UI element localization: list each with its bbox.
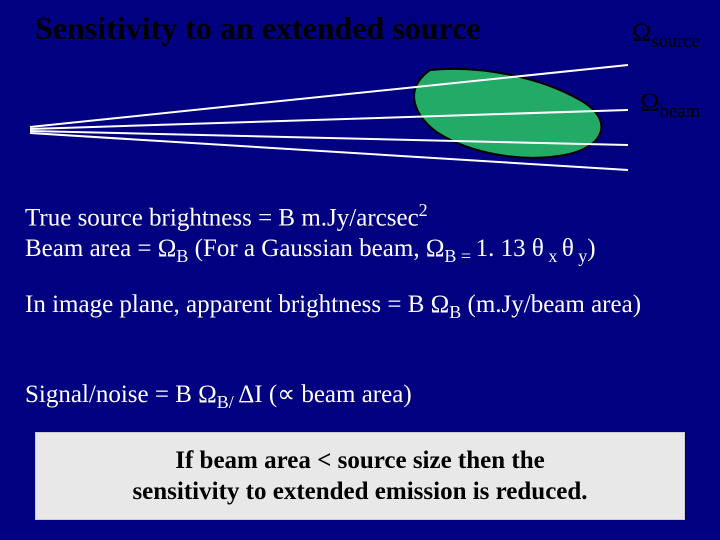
omega-source-label: Ωsource [632,18,700,53]
omega-glyph: Ω [640,88,659,117]
p1-l2a: Beam area = Ω [25,235,176,262]
p3-sub: B/ [217,392,239,412]
p1-l2e: ) [587,235,595,262]
omega-beam-sub: beam [659,101,700,122]
paragraph-2: In image plane, apparent brightness = B … [25,290,695,324]
omega-glyph: Ω [632,18,651,47]
p1-sub1: B [176,246,188,266]
slide-title: Sensitivity to an extended source [35,10,481,47]
p2-a: In image plane, apparent brightness = B … [25,291,449,318]
p3-a: Signal/noise = B Ω [25,381,217,408]
p1-l1a: True source brightness = B m.Jy/arcsec [25,204,419,231]
beam-diagram [20,55,630,175]
p1-sup: 2 [419,200,428,220]
omega-source-sub: source [651,31,700,52]
conclusion-text: If beam area < source size then the sens… [54,445,666,508]
p3-b: ΔI (∝ beam area) [238,381,411,408]
conclusion-line1: If beam area < source size then the [175,447,545,474]
p2-sub: B [449,302,461,322]
conclusion-line2: sensitivity to extended emission is redu… [132,478,587,505]
p1-sub4: y [574,246,588,266]
p1-l2b: (For a Gaussian beam, Ω [188,235,444,262]
paragraph-1: True source brightness = B m.Jy/arcsec2 … [25,200,695,268]
p1-sub2: B = [444,246,475,266]
paragraph-3: Signal/noise = B ΩB/ ΔI (∝ beam area) [25,380,695,414]
conclusion-box: If beam area < source size then the sens… [35,432,685,521]
p1-sub3: x [544,246,562,266]
p2-b: (m.Jy/beam area) [461,291,641,318]
omega-beam-label: Ωbeam [640,88,700,123]
p1-l2d: θ [562,235,574,262]
p1-l2c: 1. 13 θ [476,235,544,262]
